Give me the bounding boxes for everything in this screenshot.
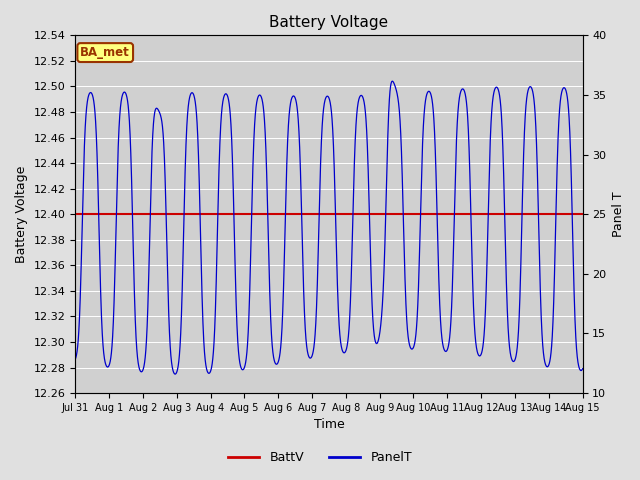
Legend: BattV, PanelT: BattV, PanelT	[223, 446, 417, 469]
Y-axis label: Battery Voltage: Battery Voltage	[15, 166, 28, 263]
Y-axis label: Panel T: Panel T	[612, 192, 625, 237]
X-axis label: Time: Time	[314, 419, 344, 432]
Title: Battery Voltage: Battery Voltage	[269, 15, 388, 30]
Text: BA_met: BA_met	[81, 46, 130, 59]
